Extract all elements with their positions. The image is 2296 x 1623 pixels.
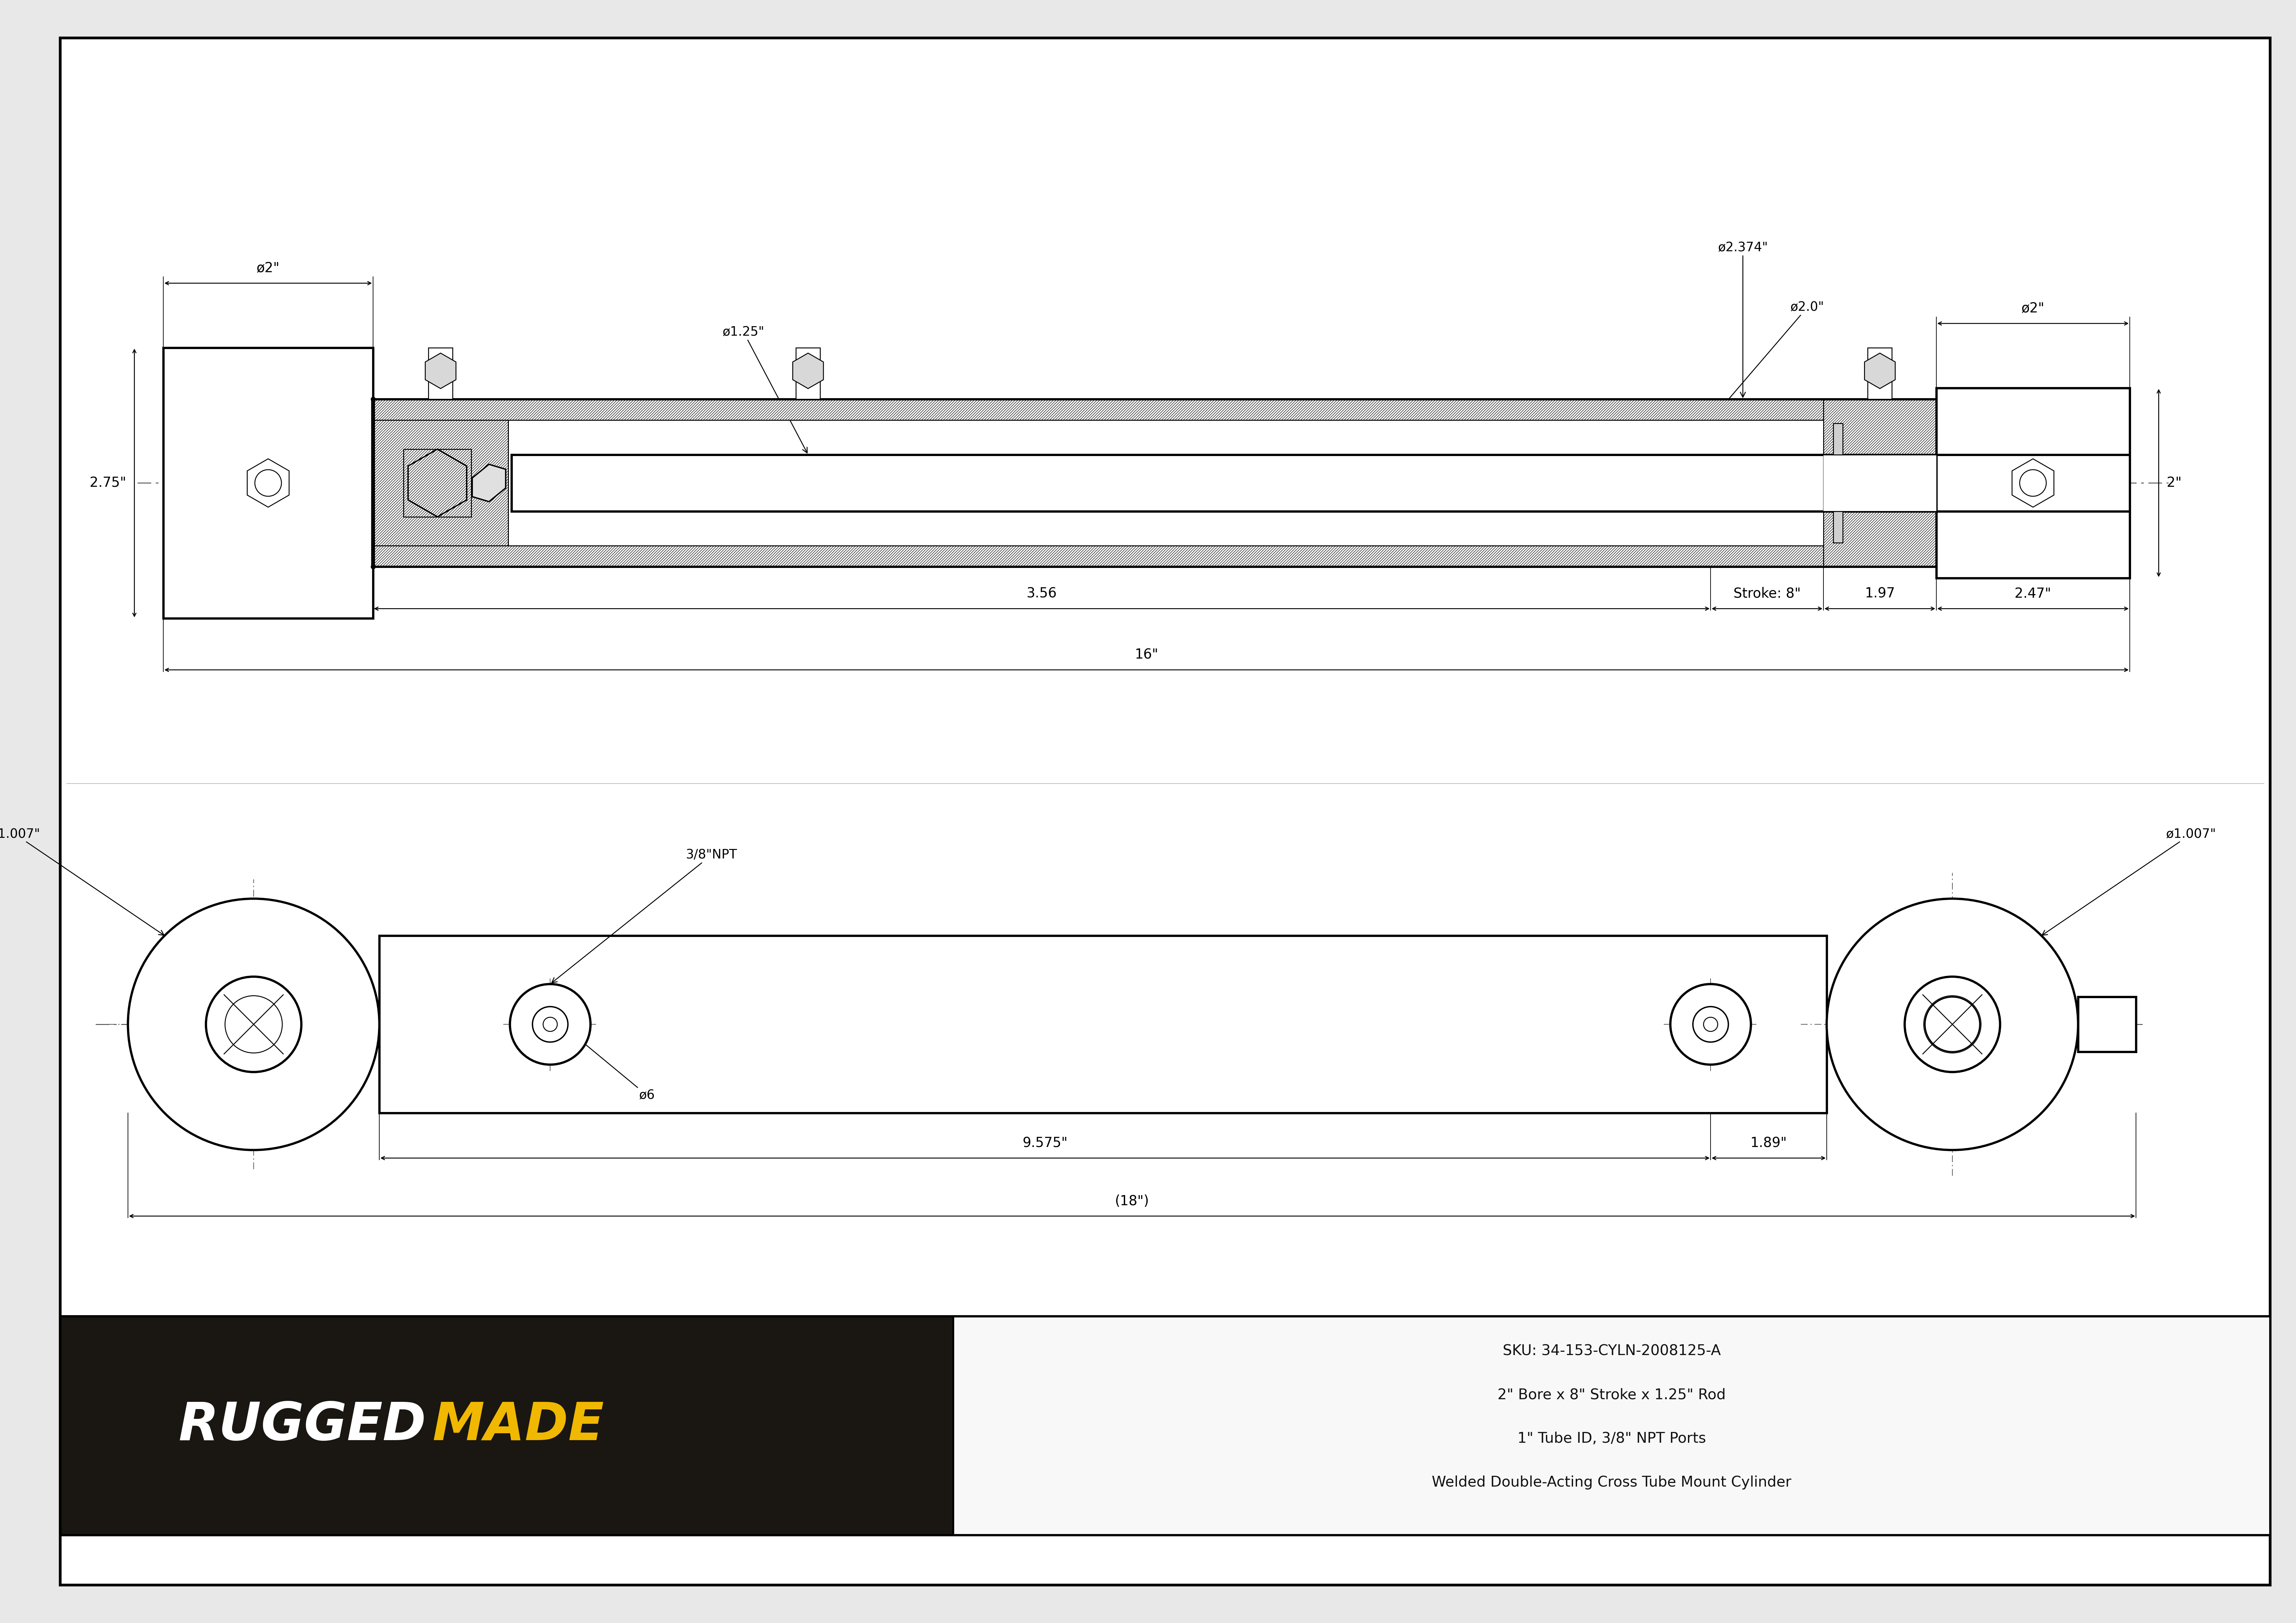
Polygon shape: [2011, 459, 2055, 506]
Text: 3.56: 3.56: [1026, 588, 1056, 601]
Bar: [1823, 399, 1936, 566]
Circle shape: [207, 977, 301, 1073]
Text: ø6: ø6: [558, 1022, 654, 1102]
Bar: [404, 450, 471, 516]
Text: ø2.374": ø2.374": [1717, 242, 1768, 398]
Bar: [372, 399, 1823, 420]
Text: 1" Tube ID, 3/8" NPT Ports: 1" Tube ID, 3/8" NPT Ports: [1518, 1431, 1706, 1446]
Text: (18"): (18"): [1116, 1195, 1150, 1208]
Bar: [797, 347, 820, 399]
Bar: [1936, 388, 2131, 578]
Text: 9.575": 9.575": [1022, 1136, 1068, 1151]
Bar: [372, 545, 1823, 566]
Circle shape: [129, 899, 379, 1151]
Bar: [372, 399, 374, 566]
Bar: [372, 399, 1823, 420]
Bar: [372, 399, 374, 566]
Circle shape: [544, 1018, 558, 1032]
Bar: [953, 1316, 2271, 1535]
Text: ø1.007": ø1.007": [2041, 828, 2216, 935]
Bar: [1867, 347, 1892, 399]
Polygon shape: [473, 464, 505, 502]
Bar: [404, 450, 471, 516]
Text: MADE: MADE: [432, 1401, 604, 1451]
Bar: [60, 1316, 2271, 1535]
Circle shape: [2020, 469, 2046, 497]
Circle shape: [1669, 984, 1752, 1065]
Circle shape: [510, 984, 590, 1065]
Text: RUGGED: RUGGED: [179, 1401, 427, 1451]
Bar: [1832, 424, 1844, 454]
Circle shape: [1704, 1018, 1717, 1032]
Text: 3/8"NPT: 3/8"NPT: [551, 849, 737, 984]
Text: ø2.0": ø2.0": [1713, 302, 1825, 419]
Text: Welded Double-Acting Cross Tube Mount Cylinder: Welded Double-Acting Cross Tube Mount Cy…: [1433, 1475, 1791, 1490]
Text: ø1.25": ø1.25": [723, 326, 808, 453]
Text: ø2": ø2": [257, 261, 280, 276]
Circle shape: [1906, 977, 2000, 1073]
Bar: [60, 1316, 953, 1535]
Text: ø1.007": ø1.007": [0, 828, 163, 935]
Bar: [1823, 454, 1936, 511]
Circle shape: [533, 1006, 567, 1042]
Bar: [2078, 997, 2135, 1052]
Polygon shape: [1864, 354, 1894, 388]
Polygon shape: [792, 354, 824, 388]
Text: 16": 16": [1134, 648, 1159, 662]
Bar: [163, 347, 372, 618]
Circle shape: [1692, 1006, 1729, 1042]
Circle shape: [255, 469, 282, 497]
Circle shape: [1828, 899, 2078, 1151]
Text: SKU: 34-153-CYLN-2008125-A: SKU: 34-153-CYLN-2008125-A: [1502, 1344, 1720, 1358]
Text: 1.97: 1.97: [1864, 588, 1894, 601]
Text: 2.75": 2.75": [90, 476, 126, 490]
Text: 1.89": 1.89": [1750, 1136, 1786, 1151]
Text: Stroke: 8": Stroke: 8": [1733, 588, 1800, 601]
Text: ø2": ø2": [2020, 302, 2043, 315]
Bar: [429, 347, 452, 399]
Bar: [372, 420, 507, 545]
Text: 2": 2": [2167, 476, 2181, 490]
Bar: [372, 420, 507, 545]
Polygon shape: [409, 450, 466, 516]
Text: 2" Bore x 8" Stroke x 1.25" Rod: 2" Bore x 8" Stroke x 1.25" Rod: [1497, 1388, 1727, 1402]
Bar: [379, 936, 1828, 1113]
Bar: [1823, 399, 1936, 566]
Bar: [512, 454, 2131, 511]
Bar: [1832, 511, 1844, 542]
Circle shape: [1924, 997, 1981, 1053]
Bar: [372, 545, 1823, 566]
Text: 2.47": 2.47": [2014, 588, 2050, 601]
Circle shape: [225, 997, 282, 1053]
Circle shape: [1924, 997, 1979, 1052]
Polygon shape: [248, 459, 289, 506]
Polygon shape: [425, 354, 457, 388]
